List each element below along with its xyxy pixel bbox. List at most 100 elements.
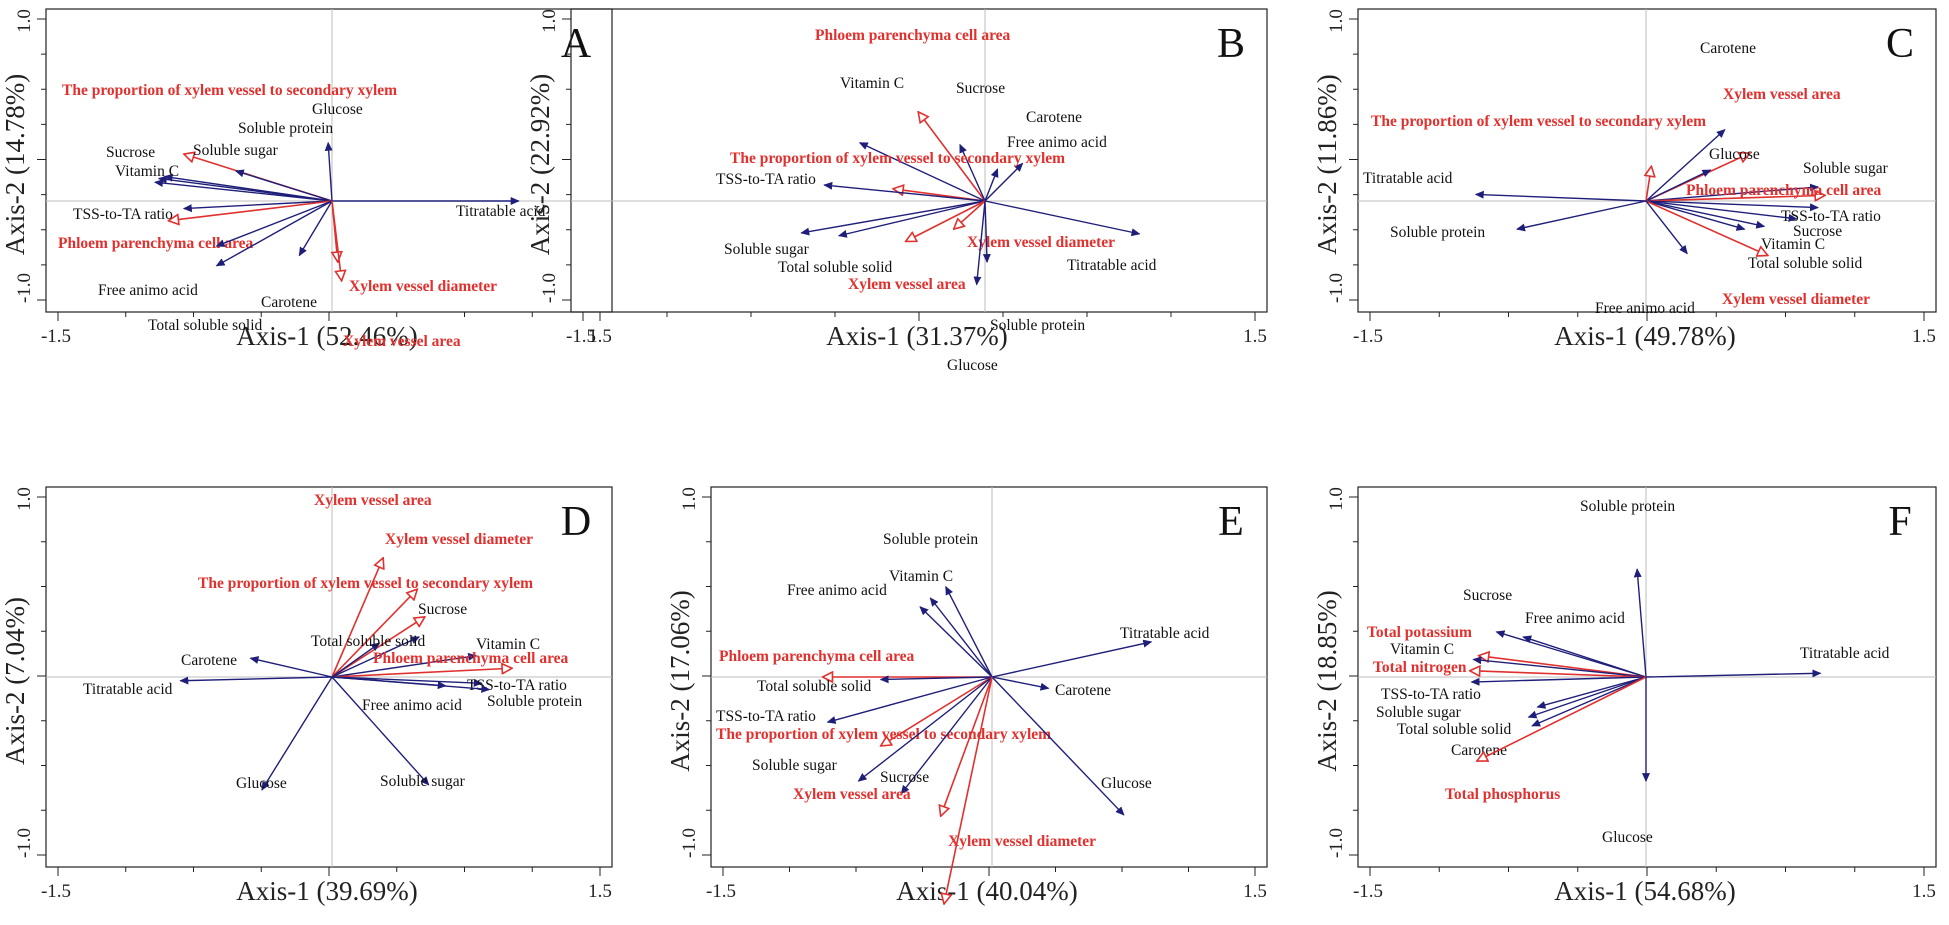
y-tick-label-max: 1.0: [679, 487, 700, 511]
vector-label-glucose: Glucose: [1709, 146, 1760, 163]
vector-label-tss-to-ta-ratio: TSS-to-TA ratio: [73, 206, 173, 223]
vector-label-total-nitrogen: Total nitrogen: [1373, 659, 1467, 676]
vector-vitamin-c: [331, 652, 478, 678]
vector-sucrose: [900, 676, 993, 795]
vector-label-titratable-acid: Titratable acid: [1067, 257, 1157, 274]
vector-label-soluble-sugar: Soluble sugar: [380, 773, 466, 790]
vector-soluble-protein: [945, 585, 993, 678]
panel-c: -1.5 1.5 1.0 -1.0 Axis-1 (49.78%) Axis-2 (11.…: [1312, 8, 1937, 351]
y-tick-label-max: 1.0: [539, 9, 560, 33]
vector-soluble-protein: [1516, 200, 1647, 232]
vector-phloem-parenchyma-cell-area: [331, 668, 512, 678]
y-tick-label-max: 1.0: [14, 487, 35, 511]
vector-titratable-acid: [984, 200, 1141, 237]
vector-label-sucrose: Sucrose: [880, 769, 929, 786]
y-axis-label: Axis-2 (18.85%): [1312, 590, 1342, 771]
vector-label-carotene: Carotene: [1700, 40, 1756, 57]
vector-soluble-protein: [982, 200, 991, 264]
vector-label-xylem-vessel-diameter: Xylem vessel diameter: [967, 234, 1115, 251]
vector-glucose: [261, 676, 333, 791]
vector-label-titratable-acid: Titratable acid: [1363, 170, 1453, 187]
vector-soluble-sugar: [1645, 183, 1820, 202]
vector-soluble-sugar: [1536, 676, 1647, 709]
vector-carotene: [298, 200, 333, 257]
y-tick-label-min: -1.0: [14, 273, 35, 303]
y-axis-label: Axis-2 (7.04%): [0, 597, 30, 765]
panel-letter: E: [1218, 499, 1244, 545]
vector-label-titratable-acid: Titratable acid: [83, 681, 173, 698]
vector-xylem-vessel-diameter: [1645, 200, 1768, 255]
vector-xylem-vessel-diameter: [944, 676, 993, 904]
x-axis-label: Axis-1 (40.04%): [896, 876, 1077, 906]
panel-f: -1.5 1.5 1.0 -1.0 Axis-1 (54.68%) Axis-2 (18.…: [1312, 486, 1937, 906]
vector-phloem-parenchyma-cell-area: [918, 112, 986, 202]
vector-label-xylem-vessel-area: Xylem vessel area: [343, 333, 461, 350]
vector-label-carotene: Carotene: [1451, 742, 1507, 759]
vector-tss-to-ta-ratio: [331, 676, 483, 687]
vector-titratable-acid: [179, 676, 333, 685]
vector-label-free-animo-acid: Free animo acid: [98, 282, 198, 299]
x-axis-label: Axis-1 (31.37%): [826, 321, 1007, 351]
x-tick-label-max: 1.5: [588, 326, 612, 347]
vector-label-carotene: Carotene: [181, 652, 237, 669]
vector-label-vitamin-c: Vitamin C: [889, 568, 953, 585]
panel-letter: C: [1886, 21, 1914, 67]
vector-label-glucose: Glucose: [312, 101, 363, 118]
vector-xylem-vessel-area: [331, 558, 383, 678]
vector-free-animo-acid: [215, 200, 333, 247]
vector-label-titratable-acid: Titratable acid: [1120, 625, 1210, 642]
vector-label-free-animo-acid: Free animo acid: [1595, 300, 1695, 317]
x-axis-label: Axis-1 (54.68%): [1554, 876, 1735, 906]
vector-label-tss-to-ta-ratio: TSS-to-TA ratio: [467, 677, 567, 694]
vector-soluble-sugar: [857, 676, 993, 782]
vector-label-total-soluble-solid: Total soluble solid: [1748, 255, 1863, 272]
vector-glucose: [324, 141, 333, 202]
vector-carotene: [1531, 676, 1647, 727]
vector-label-soluble-protein: Soluble protein: [990, 317, 1085, 334]
vector-label-phloem-parenchyma-cell-area: Phloem parenchyma cell area: [815, 27, 1011, 44]
vector-label-total-soluble-solid: Total soluble solid: [1397, 721, 1512, 738]
vector-label-titratable-acid: Titratable acid: [1800, 645, 1890, 662]
vector-free-animo-acid: [984, 168, 999, 202]
vector-label-soluble-protein: Soluble protein: [1390, 224, 1485, 241]
vector-label-the-proportion-of-xylem-vessel-to-secondary-xylem: The proportion of xylem vessel to second…: [62, 82, 397, 99]
y-axis-label: Axis-2 (14.78%): [0, 74, 30, 255]
vector-vitamin-c: [1645, 200, 1766, 229]
vector-label-soluble-sugar: Soluble sugar: [752, 757, 838, 774]
x-tick-label-max: 1.5: [588, 881, 612, 902]
vector-total-soluble-solid: [331, 642, 381, 678]
vector-label-sucrose: Sucrose: [418, 601, 467, 618]
panel-letter: B: [1217, 21, 1245, 67]
x-tick-label-max: 1.5: [1912, 881, 1936, 902]
vector-label-glucose: Glucose: [1101, 775, 1152, 792]
vector-xylem-vessel-diameter: [954, 200, 986, 229]
vector-label-free-animo-acid: Free animo acid: [787, 582, 887, 599]
y-axis-label: Axis-2 (11.86%): [1312, 74, 1342, 254]
y-tick-label-min: -1.0: [14, 828, 35, 858]
vector-label-tss-to-ta-ratio: TSS-to-TA ratio: [716, 708, 816, 725]
vector-label-soluble-sugar: Soluble sugar: [1376, 704, 1462, 721]
vector-label-soluble-protein: Soluble protein: [883, 531, 978, 548]
vector-label-free-animo-acid: Free animo acid: [362, 697, 462, 714]
vector-label-total-soluble-solid: Total soluble solid: [778, 259, 893, 276]
vector-xylem-vessel-area: [941, 676, 993, 816]
vector-label-titratable-acid: Titratable acid: [456, 203, 546, 220]
vector-label-xylem-vessel-diameter: Xylem vessel diameter: [1722, 291, 1870, 308]
vector-titratable-acid: [991, 639, 1153, 678]
y-tick-label-min: -1.0: [679, 828, 700, 858]
vector-glucose: [1645, 169, 1712, 202]
vector-the-proportion-of-xylem-vessel-to-secondary-xylem: [1646, 166, 1651, 202]
vector-titratable-acid: [1474, 190, 1647, 202]
vector-label-phloem-parenchyma-cell-area: Phloem parenchyma cell area: [1686, 182, 1882, 199]
vector-label-the-proportion-of-xylem-vessel-to-secondary-xylem: The proportion of xylem vessel to second…: [1371, 113, 1706, 130]
vector-tss-to-ta-ratio: [1470, 676, 1647, 686]
x-axis-label: Axis-1 (49.78%): [1554, 321, 1735, 351]
y-tick-label-max: 1.0: [1326, 9, 1347, 33]
vector-sucrose: [1645, 200, 1798, 222]
vector-label-total-potassium: Total potassium: [1367, 624, 1472, 641]
vector-carotene: [249, 656, 333, 678]
vector-label-free-animo-acid: Free animo acid: [1525, 610, 1625, 627]
vector-total-potassium: [1479, 656, 1647, 678]
vector-label-soluble-sugar: Soluble sugar: [1803, 160, 1889, 177]
